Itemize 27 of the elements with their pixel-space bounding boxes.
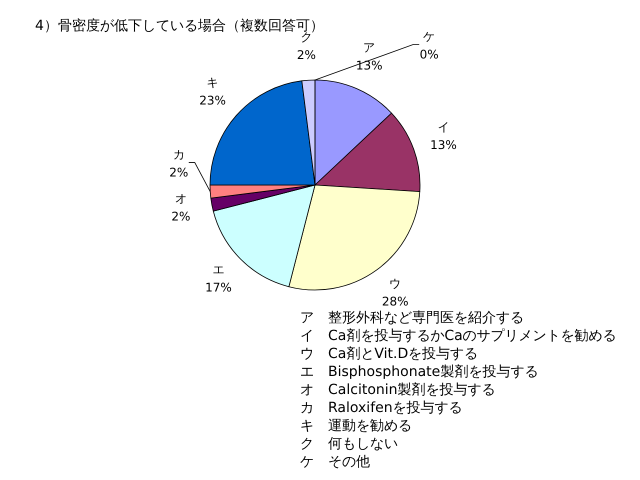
text: ウ Ca剤とVit.Dを投与する [300, 346, 478, 362]
data-label: 2% [171, 210, 190, 224]
slice-label: ア [363, 40, 376, 55]
data-label: 13% [430, 138, 457, 152]
text: ア 整形外科など専門医を紹介する [300, 310, 524, 326]
slice-label: エ [212, 262, 224, 277]
slice-label: キ [206, 76, 219, 90]
data-label: 2% [169, 166, 188, 180]
text: オ Calcitonin製剤を投与する [300, 382, 496, 398]
text: ク 何もしない [300, 436, 398, 452]
slice-label: カ [172, 148, 185, 162]
data-label: 17% [205, 280, 232, 295]
text: キ 運動を勧める [300, 418, 412, 434]
data-label: 2% [296, 48, 316, 62]
slice-label: オ [174, 192, 187, 206]
category-label: ケ [423, 30, 436, 44]
chart-title: 4）骨密度が低下している場合（複数回答可） [35, 18, 324, 34]
data-label: 13% [356, 58, 383, 73]
text: イ Ca剤を投与するかCaのサプリメントを勧める [300, 328, 617, 344]
text: ケ その他 [300, 454, 370, 470]
text: 0% [420, 48, 439, 62]
slice-label: イ [437, 120, 450, 134]
slice-label: ウ [389, 276, 402, 290]
data-label: 28% [382, 294, 409, 308]
text: エ Bisphosphonate製剤を投与する [300, 364, 538, 380]
text: カ Raloxifenを投与する [300, 400, 463, 416]
data-label: 23% [199, 94, 226, 108]
